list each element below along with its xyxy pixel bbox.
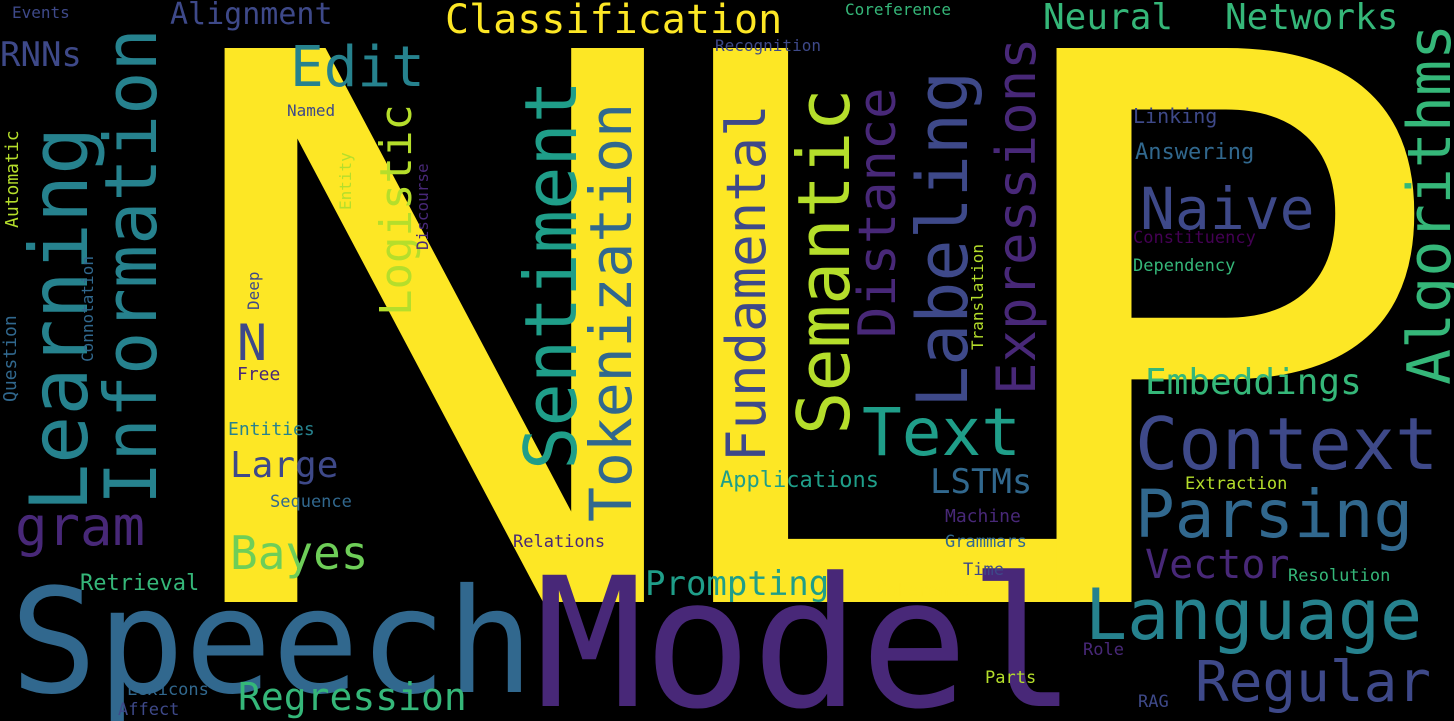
word-coreference: Coreference <box>845 0 951 19</box>
word-gram: gram <box>15 495 146 558</box>
word-lstms: LSTMs <box>930 462 1033 502</box>
word-information: Information <box>89 28 173 505</box>
word-labeling: Labeling <box>902 70 984 408</box>
word-prompting: Prompting <box>645 564 830 604</box>
word-bayes: Bayes <box>230 526 369 580</box>
word-embeddings: Embeddings <box>1145 362 1362 403</box>
word-algorithms: Algorithms <box>1395 23 1454 385</box>
word-applications: Applications <box>720 468 879 493</box>
word-sequence: Sequence <box>270 492 352 512</box>
word-language: Language <box>1085 574 1423 656</box>
word-coherence: Coherence <box>877 581 970 601</box>
word-resolution: Resolution <box>1288 566 1391 586</box>
word-events: Events <box>12 3 70 22</box>
word-machine: Machine <box>945 506 1021 527</box>
word-expressions: Expressions <box>985 37 1048 395</box>
word-fundamental: Fundamental <box>715 104 778 462</box>
word-entities: Entities <box>228 419 315 440</box>
word-regular: Regular <box>1195 650 1432 715</box>
word-recognition: Recognition <box>715 36 821 55</box>
word-grammars: Grammars <box>945 532 1027 552</box>
word-n: N <box>237 314 268 372</box>
word-question: Question <box>0 315 21 402</box>
word-answering: Answering <box>1135 140 1255 165</box>
word-context: Context <box>1135 402 1439 486</box>
word-discourse: Discourse <box>413 163 432 250</box>
word-edit: Edit <box>290 35 425 100</box>
word-alignment: Alignment <box>170 0 333 32</box>
word-dependency: Dependency <box>1133 256 1236 276</box>
word-nlp: NLP <box>150 0 1440 721</box>
word-neural: Neural <box>1043 0 1174 38</box>
word-tokenization: Tokenization <box>577 102 645 522</box>
word-named: Named <box>287 101 336 120</box>
word-entity: Entity <box>336 152 355 210</box>
word-constituency: Constituency <box>1133 228 1256 248</box>
word-affect: Affect <box>118 700 180 720</box>
word-deep: Deep <box>244 271 263 310</box>
word-linking: Linking <box>1133 104 1218 128</box>
word-classification: Classification <box>445 0 783 43</box>
word-lexicons: Lexicons <box>127 680 209 700</box>
word-distance: Distance <box>848 87 908 338</box>
word-retrieval: Retrieval <box>80 571 200 596</box>
word-regression: Regression <box>238 675 467 719</box>
word-automatic: Automatic <box>2 130 23 228</box>
word-role: Role <box>1083 640 1124 660</box>
word-speech: Speech <box>10 558 534 721</box>
word-extraction: Extraction <box>1185 474 1288 494</box>
word-vector: Vector <box>1145 542 1290 588</box>
word-naive: Naive <box>1140 175 1315 243</box>
word-connotation: Connotation <box>78 256 97 362</box>
word-translation: Translation <box>968 244 987 350</box>
word-time: Time <box>963 560 1004 580</box>
word-free: Free <box>237 364 281 385</box>
word-rag: RAG <box>1138 692 1169 712</box>
word-large: Large <box>230 445 339 486</box>
word-rnns: RNNs <box>0 35 82 75</box>
word-parsing: Parsing <box>1135 476 1414 553</box>
word-networks: Networks <box>1225 0 1399 38</box>
word-model: Model <box>535 540 1077 721</box>
word-text: Text <box>862 394 1021 471</box>
word-parts: Parts <box>985 668 1037 688</box>
word-relations: Relations <box>513 532 606 552</box>
